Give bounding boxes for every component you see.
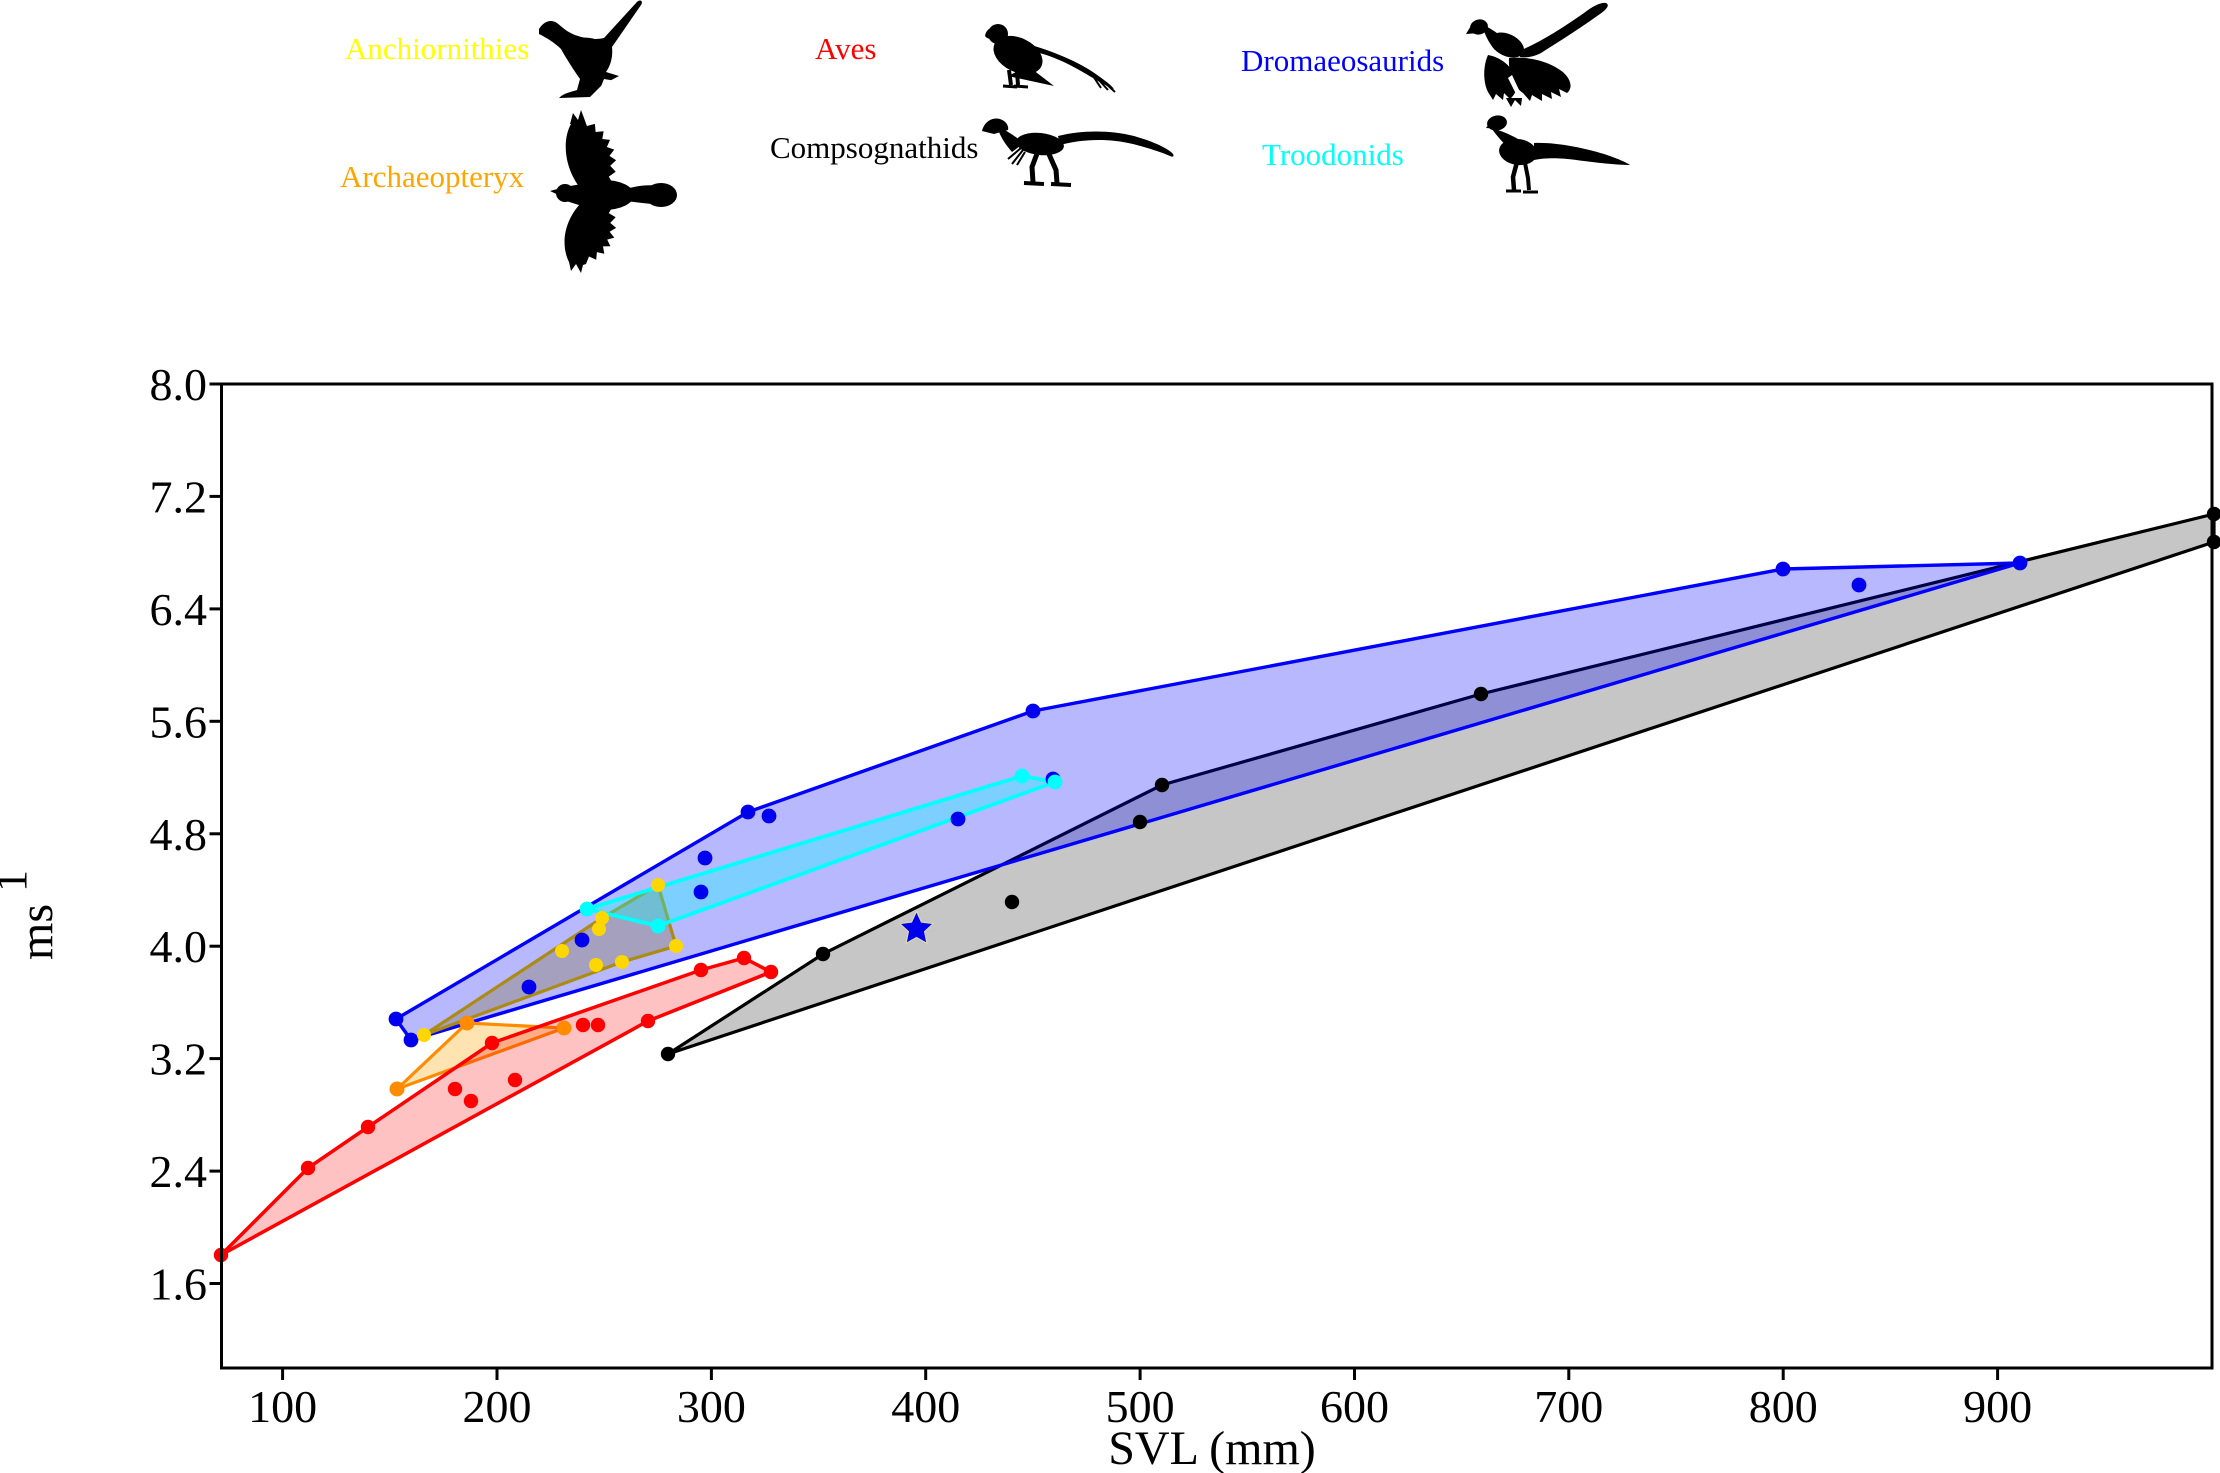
svg-text:Dromaeosaurids: Dromaeosaurids [1241,43,1444,78]
svg-text:300: 300 [677,1381,746,1432]
svg-text:800: 800 [1749,1381,1818,1432]
svg-text:6.4: 6.4 [150,584,208,635]
svg-text:500: 500 [1106,1381,1175,1432]
svg-text:Compsognathids: Compsognathids [770,130,978,165]
svg-text:200: 200 [463,1381,532,1432]
svg-text:4.0: 4.0 [150,921,208,972]
svg-text:900: 900 [1963,1381,2032,1432]
svg-text:7.2: 7.2 [150,471,208,522]
svg-text:8.0: 8.0 [150,359,208,410]
svg-text:5.6: 5.6 [150,696,208,747]
svg-text:2.4: 2.4 [150,1146,208,1197]
svg-text:100: 100 [248,1381,317,1432]
svg-text:Archaeopteryx: Archaeopteryx [340,159,525,194]
svg-text:SVL (mm): SVL (mm) [1108,1422,1316,1473]
svg-text:1.6: 1.6 [150,1259,208,1310]
svg-text:Aves: Aves [815,31,876,66]
svg-text:Anchiornithies: Anchiornithies [345,31,529,66]
svg-text:700: 700 [1534,1381,1603,1432]
svg-text:4.8: 4.8 [150,809,208,860]
svg-text:Troodonids: Troodonids [1262,137,1404,172]
svg-text:600: 600 [1320,1381,1389,1432]
svg-text:3.2: 3.2 [150,1034,208,1085]
svg-text:ms: ms [10,904,63,960]
svg-text:400: 400 [891,1381,960,1432]
svg-text:1: 1 [0,870,36,892]
